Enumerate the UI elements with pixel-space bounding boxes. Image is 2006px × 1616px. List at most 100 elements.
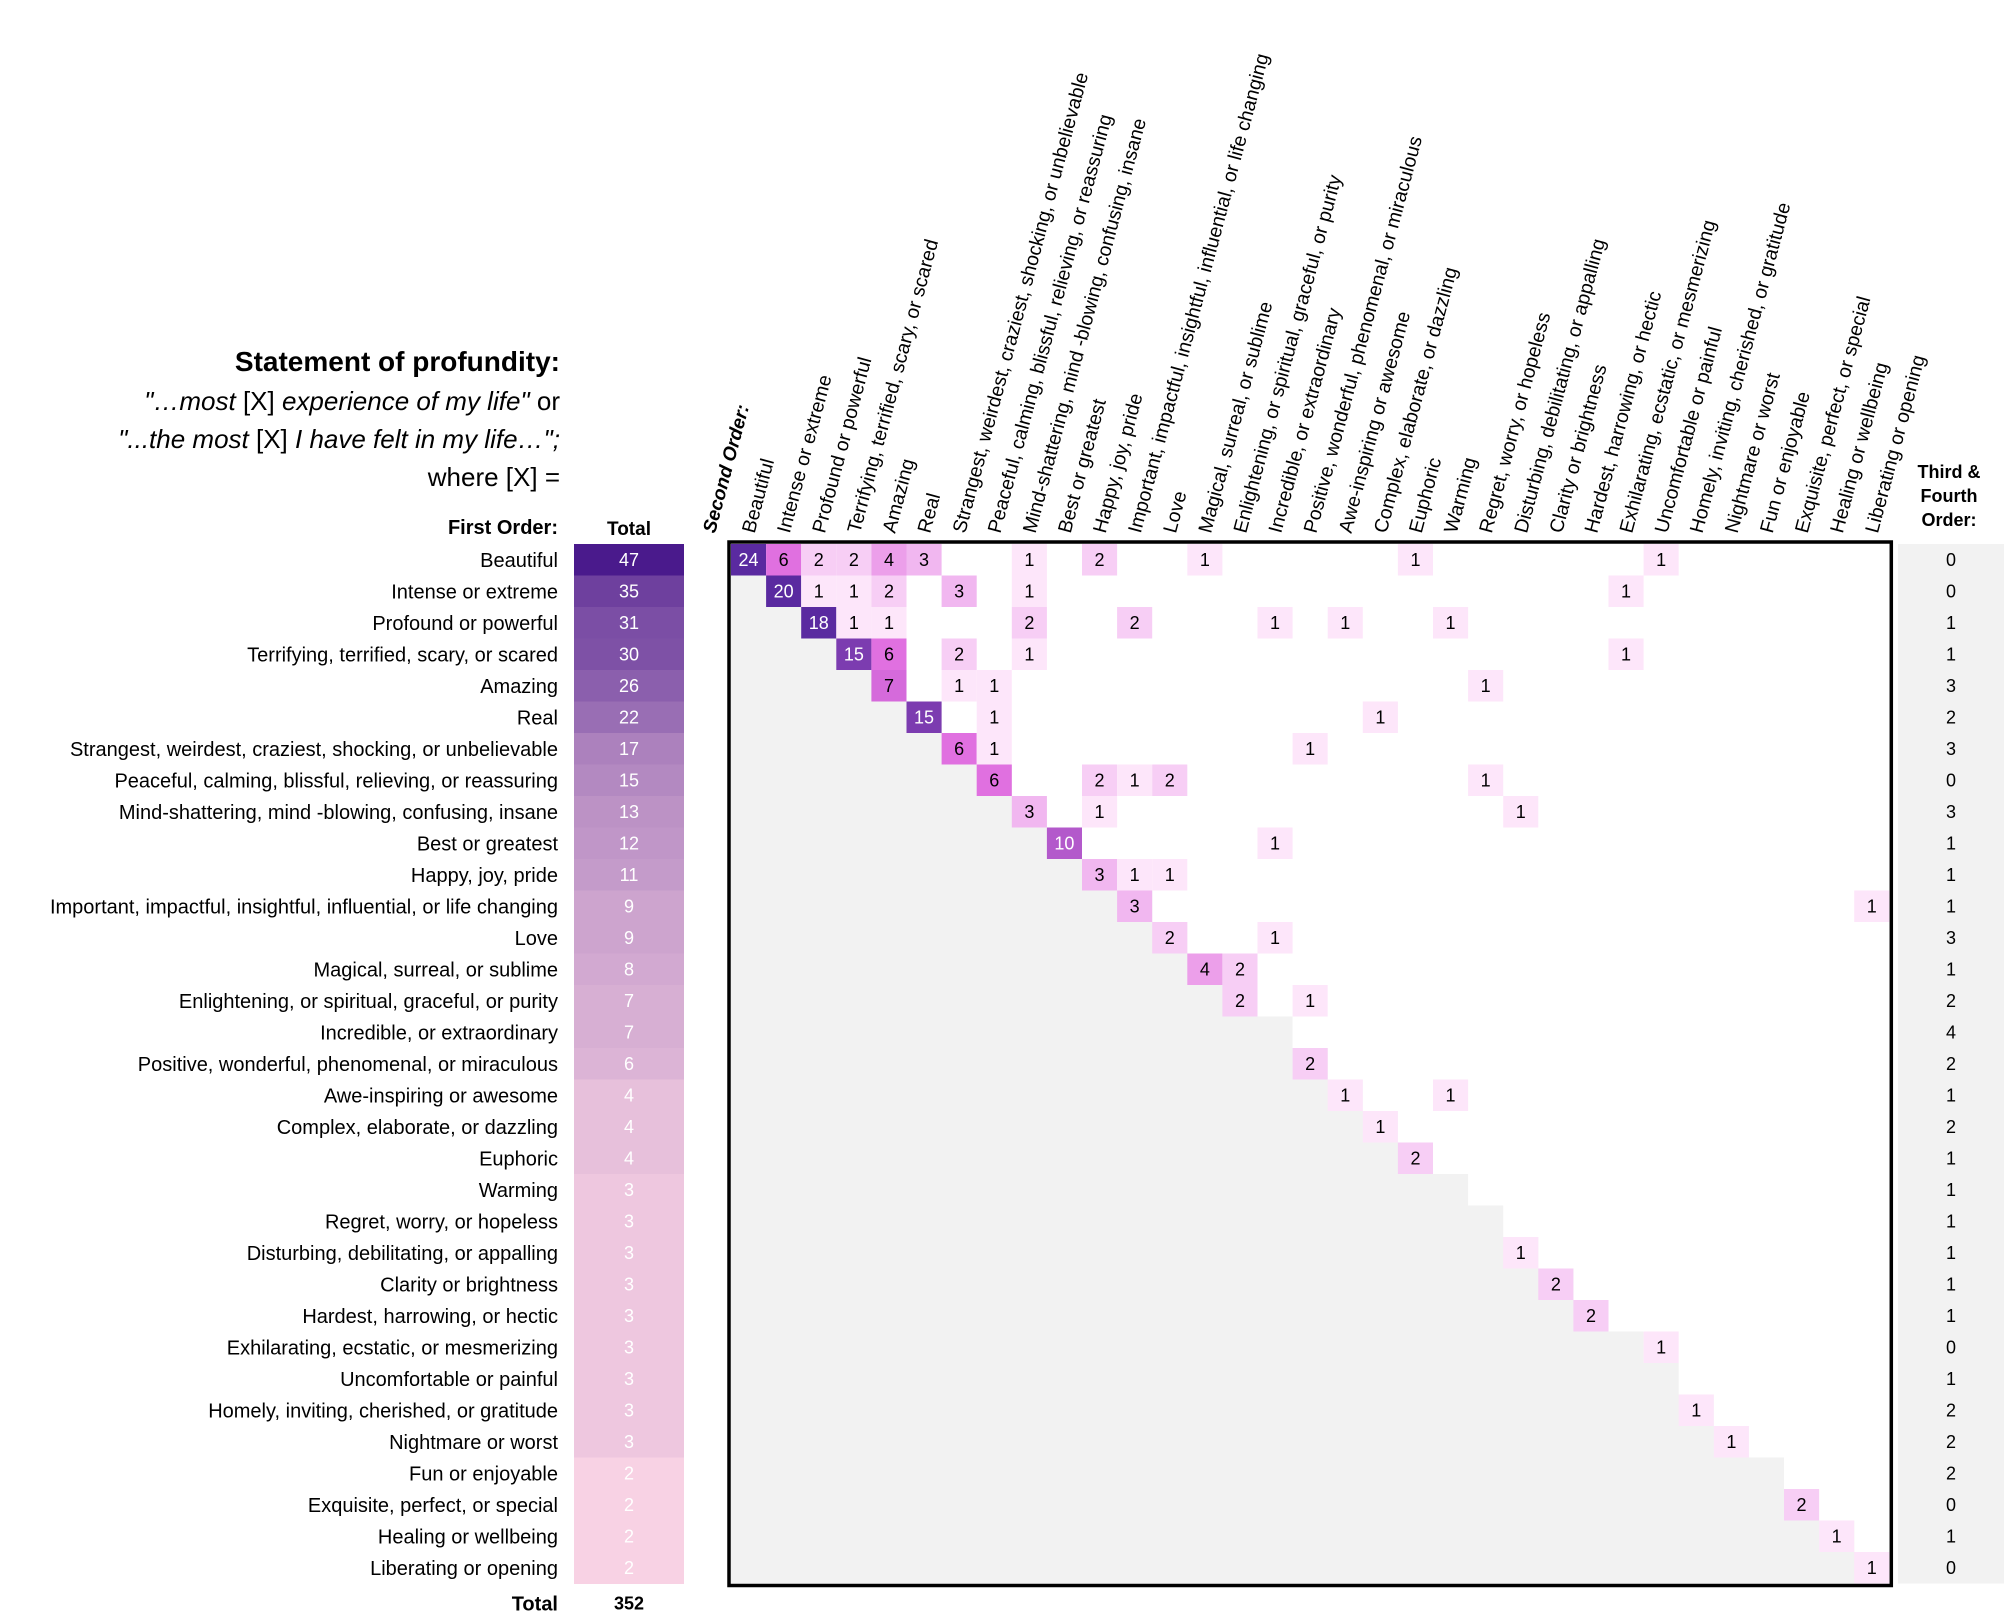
row-label: Positive, wonderful, phenomenal, or mira… [138,1054,558,1076]
heatmap-cell-value: 2 [1235,991,1245,1011]
row-label: Peaceful, calming, blissful, relieving, … [114,770,558,792]
total-value: 3 [624,1274,634,1294]
heatmap-cell [1257,607,1293,639]
row-label: Disturbing, debilitating, or appalling [247,1243,558,1265]
heatmap-cell [801,575,837,607]
heatmap-cell-value: 1 [1481,676,1491,696]
heatmap-cell [1854,890,1890,922]
heatmap-cell [836,544,872,576]
total-value: 3 [624,1180,634,1200]
heatmap-cell-value: 2 [1797,1495,1807,1515]
heatmap-cell-value: 1 [1024,581,1034,601]
total-value: 2 [624,1463,634,1483]
heatmap-cell [1082,859,1118,891]
row-label: Amazing [480,676,558,698]
third-order-value: 1 [1946,1211,1956,1231]
heatmap-cell [871,575,907,607]
heatmap-cell [1397,544,1433,576]
heatmap-cell [731,544,767,576]
total-bar [574,638,684,671]
heatmap-cell-value: 6 [884,644,894,664]
heatmap-cell [1327,607,1363,639]
first-order-header: First Order: [448,517,558,539]
total-value: 30 [619,644,639,664]
heatmap-cell-value: 6 [779,550,789,570]
heatmap-cell-value: 1 [1375,1117,1385,1137]
row-label: Exquisite, perfect, or special [308,1495,558,1517]
heatmap-cell-value: 15 [914,707,934,727]
total-value: 3 [624,1243,634,1263]
heatmap-cell-value: 1 [1024,644,1034,664]
total-value: 8 [624,959,634,979]
row-label: Strangest, weirdest, craziest, shocking,… [70,739,558,761]
third-order-value: 2 [1946,991,1956,1011]
heatmap-cell [1222,953,1258,985]
row-label: Euphoric [479,1148,558,1170]
heatmap-cell-value: 1 [989,676,999,696]
third-order-value: 1 [1946,1306,1956,1326]
heatmap-cell-value: 1 [1410,550,1420,570]
row-label: Complex, elaborate, or dazzling [277,1117,558,1139]
heatmap-cell-value: 1 [1867,896,1877,916]
heatmap-cell [976,764,1012,796]
heatmap-cell-value: 1 [1446,613,1456,633]
row-label: Clarity or brightness [380,1274,558,1296]
heatmap-cell-value: 2 [1165,928,1175,948]
heatmap-cell [1152,764,1188,796]
title-line-1-x: [X] [242,386,275,416]
heatmap-cell [1257,827,1293,859]
total-bar [574,1552,684,1584]
chart-title-block: Statement of profundity: "…most [X] expe… [0,342,560,496]
heatmap-cell-value: 1 [1270,928,1280,948]
heatmap-cell-value: 2 [1095,550,1105,570]
total-bar [574,1394,684,1427]
heatmap-cell-value: 1 [1270,833,1280,853]
row-label: Magical, surreal, or sublime [313,959,558,981]
third-order-value: 2 [1946,1432,1956,1452]
total-bar [574,1111,684,1143]
heatmap-cell-value: 1 [884,613,894,633]
total-value: 35 [619,581,639,601]
third-order-value: 1 [1946,1274,1956,1294]
row-label: Terrifying, terrified, scary, or scared [247,644,558,666]
heatmap-cell [906,701,942,733]
total-bar [574,796,684,828]
heatmap-cell [1397,1142,1433,1174]
heatmap-cell-value: 2 [1586,1306,1596,1326]
heatmap-cell-value: 1 [1516,802,1526,822]
total-value: 3 [624,1306,634,1326]
heatmap-cell-value: 3 [1095,865,1105,885]
heatmap-cell [1608,575,1644,607]
title-line-2: "...the most [X] I have felt in my life…… [0,420,560,458]
third-order-value: 1 [1946,1369,1956,1389]
column-label: Beautiful [738,456,779,535]
third-order-value: 1 [1946,959,1956,979]
heatmap-cell [1011,544,1047,576]
heatmap-cell-value: 1 [1270,613,1280,633]
heatmap-cell-value: 1 [1095,802,1105,822]
heatmap-cell-value: 1 [1200,550,1210,570]
heatmap-cell [906,544,942,576]
heatmap-cell [1819,1520,1855,1552]
heatmap-cell [1327,1079,1363,1111]
third-order-value: 1 [1946,1148,1956,1168]
heatmap-cell-value: 1 [1656,550,1666,570]
heatmap-cell-value: 1 [1340,1085,1350,1105]
total-value: 11 [620,865,639,885]
third-order-value: 3 [1946,928,1956,948]
heatmap-cell-value: 1 [954,676,964,696]
total-bar [574,1300,684,1332]
third-order-header-line: Third & [1918,462,1981,482]
row-label: Homely, inviting, cherished, or gratitud… [208,1400,558,1422]
title-line-2-x: [X] [255,424,288,454]
third-order-value: 2 [1946,1117,1956,1137]
heatmap-cell [976,670,1012,702]
total-bar [574,1426,684,1458]
total-bar [574,1016,684,1049]
total-value: 4 [624,1085,634,1105]
heatmap-cell [1117,607,1153,639]
title-line-3: where [X] = [427,462,560,492]
heatmap-cell [1011,607,1047,639]
heatmap-cell [1854,1552,1890,1584]
total-column-header: Total [607,519,651,540]
